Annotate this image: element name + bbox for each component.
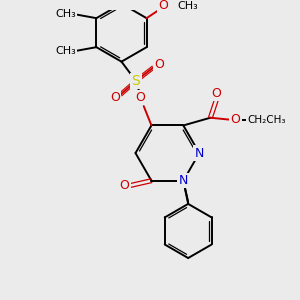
Text: N: N: [179, 174, 188, 187]
Text: O: O: [135, 91, 145, 104]
Text: CH₂CH₃: CH₂CH₃: [247, 115, 286, 125]
Text: N: N: [195, 147, 204, 160]
Text: O: O: [211, 87, 221, 100]
Text: S: S: [132, 74, 140, 88]
Text: O: O: [231, 113, 241, 126]
Text: CH₃: CH₃: [178, 1, 199, 10]
Text: O: O: [154, 58, 164, 71]
Text: O: O: [158, 0, 168, 12]
Text: O: O: [119, 179, 129, 192]
Text: CH₃: CH₃: [55, 9, 76, 19]
Text: O: O: [110, 91, 120, 104]
Text: CH₃: CH₃: [55, 46, 76, 56]
